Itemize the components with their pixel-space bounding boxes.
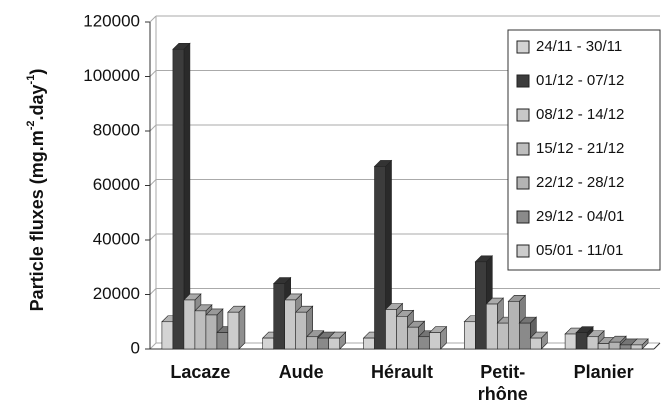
legend-label: 24/11 - 30/11 <box>536 38 622 55</box>
legend-label: 22/12 - 28/12 <box>536 174 624 191</box>
y-tick-label: 60000 <box>93 175 140 194</box>
y-label-part: -2 <box>25 120 37 130</box>
bar <box>172 48 185 350</box>
bar <box>474 261 487 350</box>
y-axis-label: Particle fluxes (mg.m-2.day-1) <box>25 69 47 312</box>
y-tick-label: 20000 <box>93 284 140 303</box>
grid-diag <box>149 179 157 186</box>
bar <box>328 337 341 350</box>
bar <box>619 344 632 350</box>
bar <box>597 343 610 350</box>
y-tick-label: 80000 <box>93 120 140 139</box>
legend-label: 29/12 - 04/01 <box>536 208 624 225</box>
bar <box>227 311 240 350</box>
legend-label: 01/12 - 07/12 <box>536 72 624 89</box>
legend-swatch <box>516 176 530 190</box>
x-tick-label: Hérault <box>370 362 433 382</box>
bar <box>183 299 196 350</box>
bar-side <box>238 305 246 350</box>
y-label-part: ) <box>27 69 47 75</box>
x-tick-label: Lacaze <box>170 362 231 382</box>
x-tick-label: Aude <box>278 362 324 382</box>
bar <box>284 299 297 350</box>
y-label-part: -1 <box>25 75 37 85</box>
grid-diag <box>149 288 157 295</box>
grid-diag <box>149 70 157 77</box>
bar <box>194 310 207 350</box>
legend-label: 15/12 - 21/12 <box>536 140 624 157</box>
bar <box>529 337 542 350</box>
legend-swatch <box>516 108 530 122</box>
y-tick-label: 100000 <box>83 66 140 85</box>
bar <box>518 322 531 350</box>
bar <box>396 315 408 350</box>
y-tick-label: 120000 <box>83 11 140 30</box>
legend-swatch <box>516 210 530 224</box>
grid-diag <box>149 124 157 132</box>
x-axis-back <box>653 342 661 350</box>
bar <box>463 321 476 350</box>
grid-diag <box>149 15 157 23</box>
grid-diag <box>149 342 157 350</box>
bar <box>418 336 430 350</box>
y-label-part: .day <box>27 84 47 120</box>
legend-swatch <box>516 40 530 54</box>
bar <box>507 301 520 350</box>
y-tick-label: 40000 <box>93 229 140 248</box>
legend-swatch <box>516 74 530 88</box>
bar <box>608 341 621 350</box>
bar <box>385 309 397 350</box>
bar <box>374 166 386 350</box>
bar <box>205 314 218 350</box>
bar <box>407 326 419 350</box>
bar <box>363 337 375 350</box>
bar <box>496 322 509 350</box>
x-tick-label: Planier <box>573 362 634 382</box>
legend-swatch <box>516 244 530 258</box>
y-label-part: Particle fluxes (mg.m <box>27 130 47 311</box>
x-tick-label: Petit-rhône <box>477 362 528 404</box>
legend-swatch <box>516 142 530 156</box>
bar <box>429 332 441 350</box>
bar <box>630 344 643 350</box>
legend-label: 05/01 - 11/01 <box>536 242 623 259</box>
bar <box>317 337 330 350</box>
bar <box>273 283 286 350</box>
bar <box>262 337 275 350</box>
bar <box>575 332 588 350</box>
legend-label: 08/12 - 14/12 <box>536 106 624 123</box>
bar <box>161 321 174 350</box>
bar <box>564 333 577 350</box>
grid-diag <box>149 233 157 241</box>
bar <box>586 336 599 350</box>
bar <box>306 336 319 350</box>
bar <box>485 303 498 350</box>
bar <box>295 311 308 350</box>
bar <box>216 332 229 350</box>
legend-box <box>507 29 661 271</box>
y-tick-label: 0 <box>131 338 140 357</box>
